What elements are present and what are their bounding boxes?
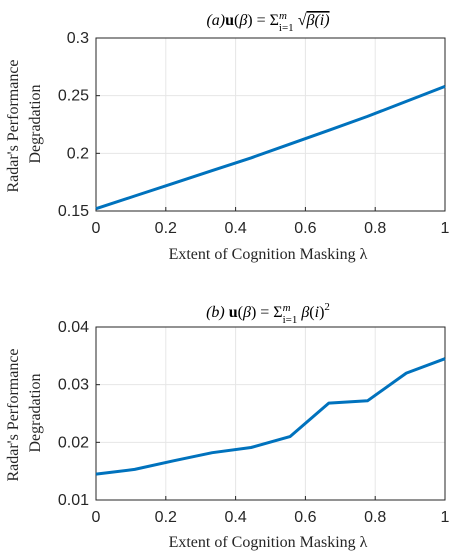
panel-b-xtick-label: 0.4 <box>224 509 246 526</box>
panel-b-grid <box>95 326 446 501</box>
panel-b-xtick-label: 0.6 <box>294 509 316 526</box>
panel-a-ytick-label: 0.15 <box>58 203 89 220</box>
panel-b-axes-box <box>95 326 446 501</box>
panel-a-axes-box <box>95 37 446 212</box>
panel-a: (a)u(β) = Σm i=1 √β(i) 0 0.2 0.4 0.6 0.8 1 0.15… <box>5 10 450 263</box>
panel-b-xtick-label: 0.8 <box>364 509 386 526</box>
panel-a-title: (a)u(β) = Σm i=1 √β(i) <box>206 10 329 34</box>
panel-a-xtick-label: 0.4 <box>224 220 246 237</box>
panel-b-xtick-label: 1 <box>441 509 450 526</box>
panel-a-ytick-label: 0.3 <box>67 30 89 47</box>
panel-b-ytick-label: 0.02 <box>58 434 89 451</box>
panel-a-series-line <box>95 85 446 211</box>
panel-a-ytick-label: 0.25 <box>58 88 89 105</box>
panel-a-xtick-label: 1 <box>441 220 450 237</box>
panel-b-series-line <box>95 357 446 476</box>
panel-a-xlabel: Extent of Cognition Masking λ <box>169 246 368 263</box>
panel-b-ylabel: Radar's Performance Degradation <box>5 344 44 481</box>
panel-a-ylabel: Radar's Performance Degradation <box>5 55 44 192</box>
panel-a-xtick-label: 0.2 <box>155 220 177 237</box>
panel-b: (b) u(β) = Σm i=1 β(i)2 0 0.2 0.4 0.6 0.8 1 0.0… <box>5 301 450 551</box>
panel-b-ytick-label: 0.04 <box>58 319 89 336</box>
panel-b-ticks: 0 0.2 0.4 0.6 0.8 1 0.01 0.02 0.03 0.04 <box>58 319 450 526</box>
panel-a-grid <box>95 37 446 212</box>
panel-b-xtick-label: 0 <box>92 509 101 526</box>
panel-b-title: (b) u(β) = Σm i=1 β(i)2 <box>206 301 330 326</box>
panel-a-ytick-label: 0.2 <box>67 145 89 162</box>
panel-a-xtick-label: 0.6 <box>294 220 316 237</box>
panel-b-xtick-label: 0.2 <box>155 509 177 526</box>
panel-b-ytick-label: 0.01 <box>58 492 89 509</box>
panel-b-ytick-label: 0.03 <box>58 377 89 394</box>
panel-a-ticks: 0 0.2 0.4 0.6 0.8 1 0.15 0.2 0.25 0.3 <box>58 30 450 237</box>
panel-b-xlabel: Extent of Cognition Masking λ <box>169 534 368 551</box>
panel-a-xtick-label: 0.8 <box>364 220 386 237</box>
panel-a-xtick-label: 0 <box>92 220 101 237</box>
